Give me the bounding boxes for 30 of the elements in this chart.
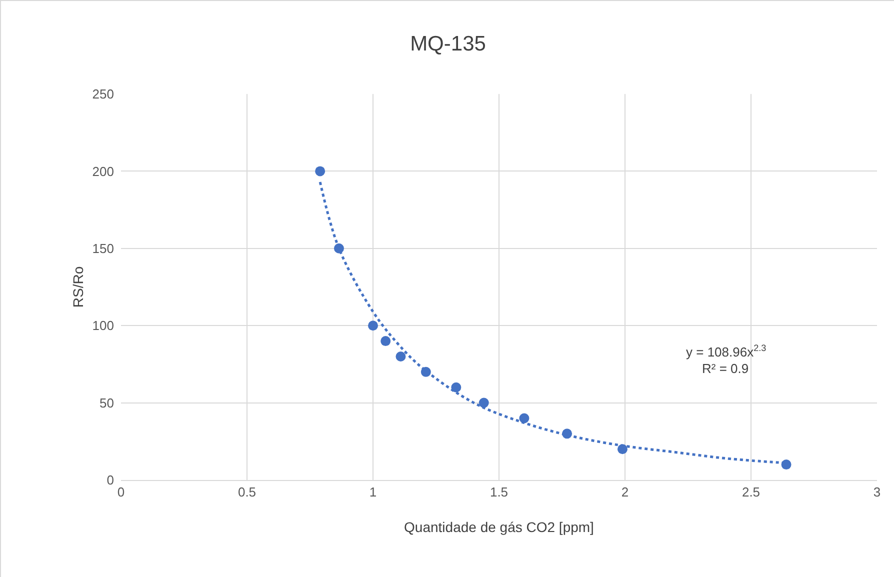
x-tick-label: 3 (873, 484, 881, 500)
point (396, 351, 406, 362)
x-tick-label: 2 (621, 484, 629, 500)
point (519, 413, 530, 424)
y-tick-label: 150 (92, 240, 114, 256)
y-tick-label: 200 (92, 164, 114, 179)
y-axis-title: RS/Ro (70, 266, 86, 308)
point (315, 166, 326, 176)
point (451, 382, 462, 392)
point (781, 460, 792, 470)
y-tick-label: 0 (106, 472, 114, 488)
chart-title: MQ-135 (410, 32, 486, 56)
point (380, 336, 391, 346)
x-axis-title: Quantidade de gás CO2 [ppm] (404, 519, 594, 535)
x-tick-label: 0 (117, 484, 125, 500)
point (420, 366, 431, 377)
y-tick-label: 250 (92, 86, 114, 102)
x-tick-label: 0.5 (238, 484, 256, 500)
y-tick-label: 50 (100, 395, 114, 410)
y-tick-label: 100 (92, 318, 114, 334)
annotation: y = 108.96x$^{2.3}$ (686, 343, 766, 360)
point (478, 398, 489, 408)
annotation: R² = 0.9 (702, 361, 749, 376)
point (562, 428, 572, 439)
x-tick-label: 1 (369, 484, 377, 500)
x-tick-label: 2.5 (742, 484, 760, 500)
x-tick-label: 1.5 (490, 484, 508, 500)
point (334, 243, 344, 254)
point (368, 320, 378, 331)
point (617, 444, 628, 454)
